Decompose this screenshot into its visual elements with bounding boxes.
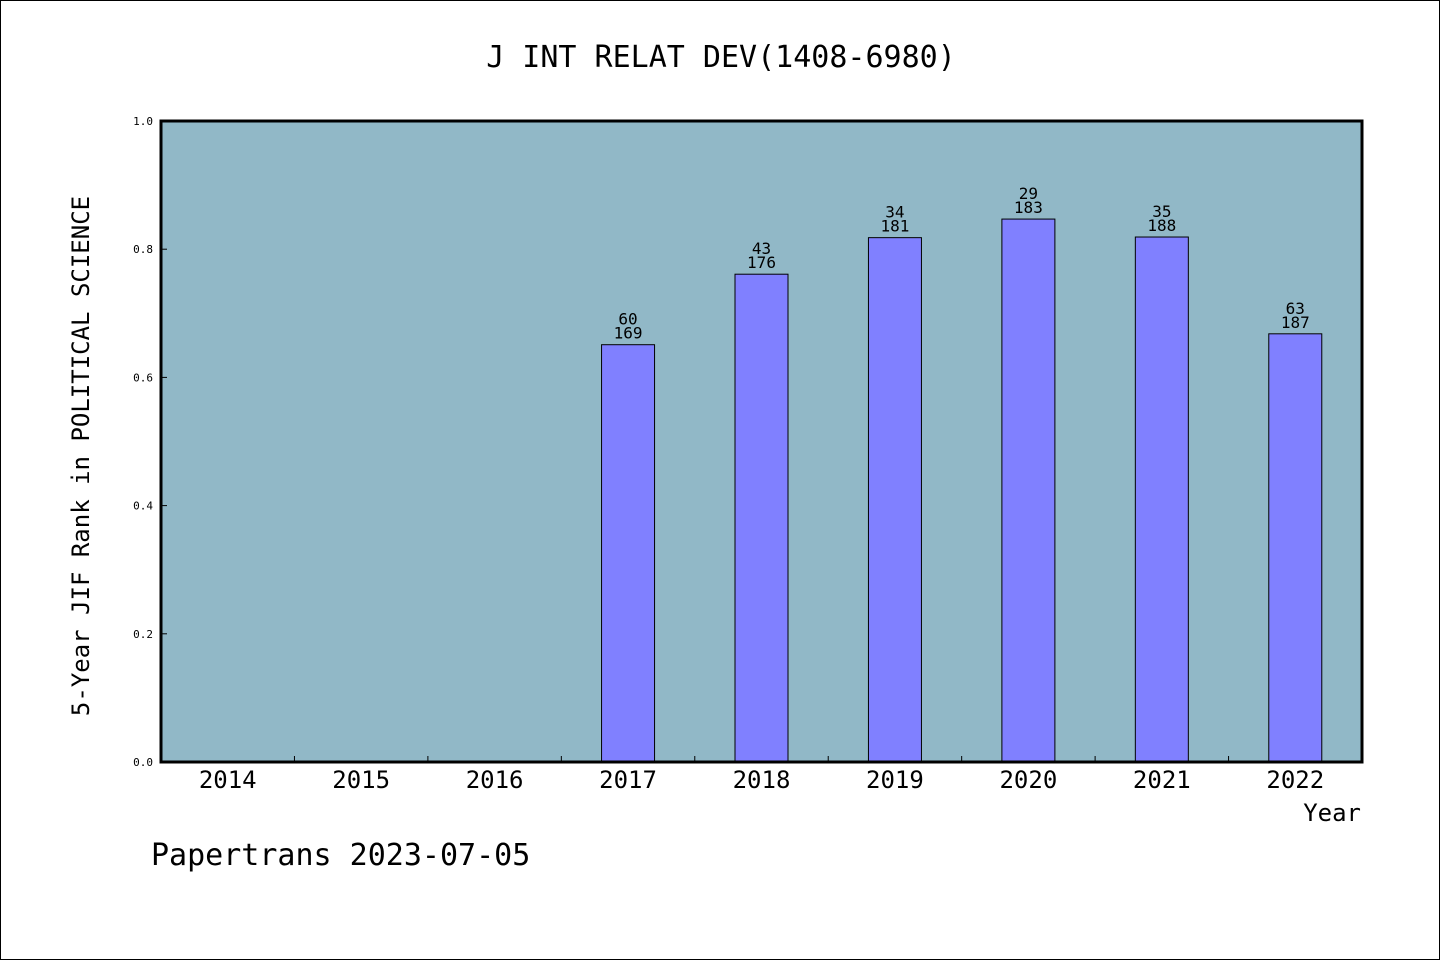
y-tick-label: 0.0: [133, 756, 153, 769]
bar-total-label: 183: [1014, 198, 1043, 217]
chart-title: J INT RELAT DEV(1408-6980): [486, 40, 956, 75]
plot-border: [159, 119, 1364, 764]
bar: [1268, 333, 1323, 763]
bar-rank-label: 34: [885, 203, 904, 222]
bar-rank-label: 63: [1286, 299, 1305, 318]
y-tick-label: 0.4: [133, 500, 153, 513]
bar-total-label: 169: [614, 324, 643, 343]
x-tick-label: 2017: [599, 766, 657, 794]
footer-text: Papertrans 2023-07-05: [151, 838, 530, 873]
y-tick-label: 0.8: [133, 243, 153, 256]
x-tick-label: 2014: [199, 766, 257, 794]
bar-rank-label: 35: [1152, 202, 1171, 221]
bar-rank-label: 60: [618, 310, 637, 329]
bar: [1134, 236, 1189, 763]
bar-rank-label: 29: [1019, 184, 1038, 203]
bar-rank-label: 43: [752, 239, 771, 258]
x-tick-label: 2016: [466, 766, 524, 794]
y-tick-label: 1.0: [133, 115, 153, 128]
y-tick-label: 0.6: [133, 371, 153, 384]
bar-total-label: 188: [1147, 216, 1176, 235]
bar-total-label: 176: [747, 253, 776, 272]
x-tick-label: 2020: [999, 766, 1057, 794]
y-tick-label: 0.2: [133, 628, 153, 641]
x-tick-label: 2015: [332, 766, 390, 794]
x-tick-label: 2018: [733, 766, 791, 794]
bar: [734, 273, 789, 763]
bar: [1001, 218, 1056, 763]
x-axis-label: Year: [1303, 799, 1361, 827]
x-tick-label: 2022: [1266, 766, 1324, 794]
bar-total-label: 181: [880, 217, 909, 236]
y-axis-label: 5-Year JIF Rank in POLITICAL SCIENCE: [67, 196, 95, 716]
x-tick-label: 2021: [1133, 766, 1191, 794]
bar-total-label: 187: [1281, 313, 1310, 332]
bar: [867, 237, 922, 763]
x-tick-label: 2019: [866, 766, 924, 794]
bar: [601, 344, 656, 763]
